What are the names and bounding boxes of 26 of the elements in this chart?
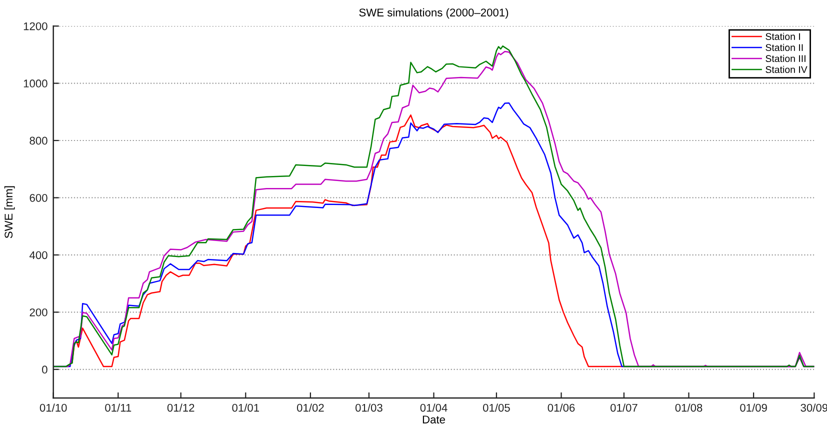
y-tick-label: 1200	[24, 22, 48, 30]
x-tick-label: 01/03	[356, 404, 382, 412]
y-axis-title: SWE [mm]	[4, 186, 15, 238]
x-axis-title: Date	[422, 416, 446, 424]
y-tick-label: 1000	[24, 80, 48, 88]
x-tick-label: 01/08	[675, 404, 702, 412]
legend-label: Station III	[766, 54, 806, 62]
legend-label: Station II	[766, 44, 803, 52]
y-tick-label: 400	[30, 251, 48, 260]
x-tick-label: 01/05	[483, 404, 510, 412]
legend-label: Station I	[766, 32, 800, 40]
x-tick-label: 01/01	[232, 404, 260, 412]
x-tick-label: 01/06	[548, 404, 575, 412]
y-tick-label: 200	[30, 308, 48, 316]
chart-title: SWE simulations (2000–2001)	[359, 8, 508, 19]
y-tick-label: 800	[30, 136, 48, 145]
x-tick-label: 01/02	[296, 404, 324, 412]
y-tick-label: 0	[42, 366, 48, 374]
x-tick-label: 01/04	[420, 404, 448, 412]
y-tick-label: 600	[30, 194, 48, 202]
legend-label: Station IV	[766, 66, 808, 74]
x-tick-label: 01/11	[105, 404, 132, 412]
x-tick-label: 01/07	[610, 404, 638, 412]
x-tick-label: 01/09	[740, 404, 767, 412]
x-tick-label: 01/10	[40, 404, 67, 412]
x-tick-label: 01/12	[167, 404, 194, 412]
